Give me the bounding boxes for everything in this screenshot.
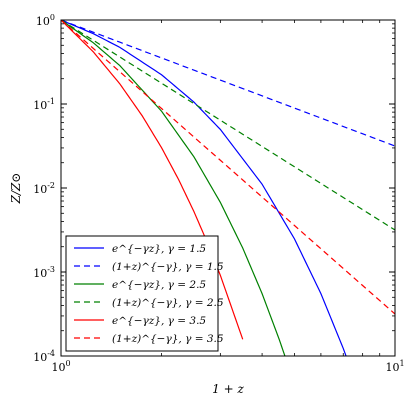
- tick-labels: 100 101 100 10-1 10-2 10-3 10-4: [33, 13, 404, 374]
- legend-items: e^{−γz}, γ = 1.5 (1+z)^{−γ}, γ = 1.5 e^{−γ…: [74, 243, 224, 345]
- series-layer: [61, 20, 395, 356]
- x-axis-label: 1 + z: [212, 382, 244, 396]
- legend-label-3: e^{−γz}, γ = 2.5: [112, 279, 206, 291]
- y-tick-label: 100: [36, 13, 55, 28]
- series-line-1: [61, 20, 347, 356]
- legend-label-6: (1+z)^{−γ}, γ = 3.5: [112, 333, 224, 345]
- series-line-6: [61, 20, 395, 315]
- series-line-2: [61, 20, 395, 147]
- y-axis-label: Z/Z⊙: [9, 173, 23, 205]
- legend-label-2: (1+z)^{−γ}, γ = 1.5: [112, 261, 224, 273]
- y-tick-label: 10-2: [33, 181, 55, 196]
- x-tick-label: 100: [51, 359, 70, 374]
- y-tick-label: 10-1: [33, 97, 55, 112]
- y-tick-label: 10-3: [33, 265, 55, 280]
- y-tick-label: 10-4: [33, 349, 55, 364]
- legend-label-4: (1+z)^{−γ}, γ = 2.5: [112, 297, 224, 309]
- legend-label-5: e^{−γz}, γ = 3.5: [112, 315, 206, 327]
- series-line-3: [61, 20, 286, 356]
- legend: e^{−γz}, γ = 1.5 (1+z)^{−γ}, γ = 1.5 e^{−γ…: [65, 235, 224, 352]
- x-tick-label: 101: [385, 359, 404, 374]
- legend-label-1: e^{−γz}, γ = 1.5: [112, 243, 206, 255]
- plot-frame: [60, 19, 396, 357]
- legend-box: [65, 235, 219, 352]
